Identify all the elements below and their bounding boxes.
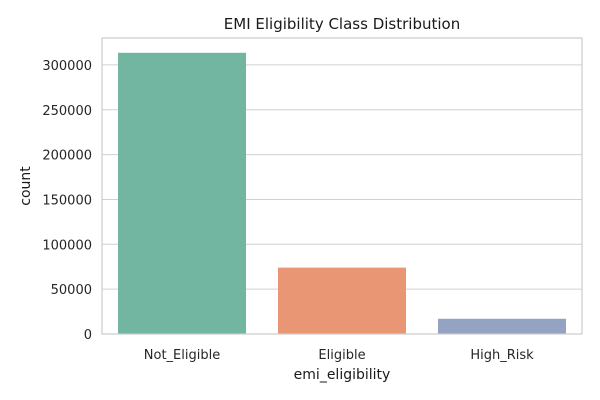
y-tick-label: 300000 bbox=[42, 59, 92, 74]
bar-high-risk bbox=[438, 318, 566, 334]
bars bbox=[118, 52, 566, 335]
y-tick-label: 250000 bbox=[42, 104, 92, 119]
y-tick-label: 50000 bbox=[51, 283, 92, 298]
y-tick-label: 200000 bbox=[42, 149, 92, 164]
y-tick-labels: 0 50000 100000 150000 200000 250000 300000 bbox=[42, 59, 92, 343]
x-tick-label: High_Risk bbox=[470, 348, 534, 363]
plot-frame bbox=[101, 37, 583, 335]
y-axis-label: count bbox=[18, 166, 34, 206]
x-axis-label: emi_eligibility bbox=[294, 367, 391, 383]
y-tick-label: 0 bbox=[84, 328, 92, 343]
y-tick-label: 150000 bbox=[42, 193, 92, 208]
y-tick-label: 100000 bbox=[42, 238, 92, 253]
x-tick-labels: Not_Eligible Eligible High_Risk bbox=[144, 348, 534, 363]
bar-eligible bbox=[278, 267, 406, 334]
x-tick-label: Not_Eligible bbox=[144, 348, 220, 363]
x-tick-label: Eligible bbox=[318, 348, 365, 363]
bar-not-eligible bbox=[118, 52, 246, 335]
chart-title: EMI Eligibility Class Distribution bbox=[224, 15, 460, 33]
